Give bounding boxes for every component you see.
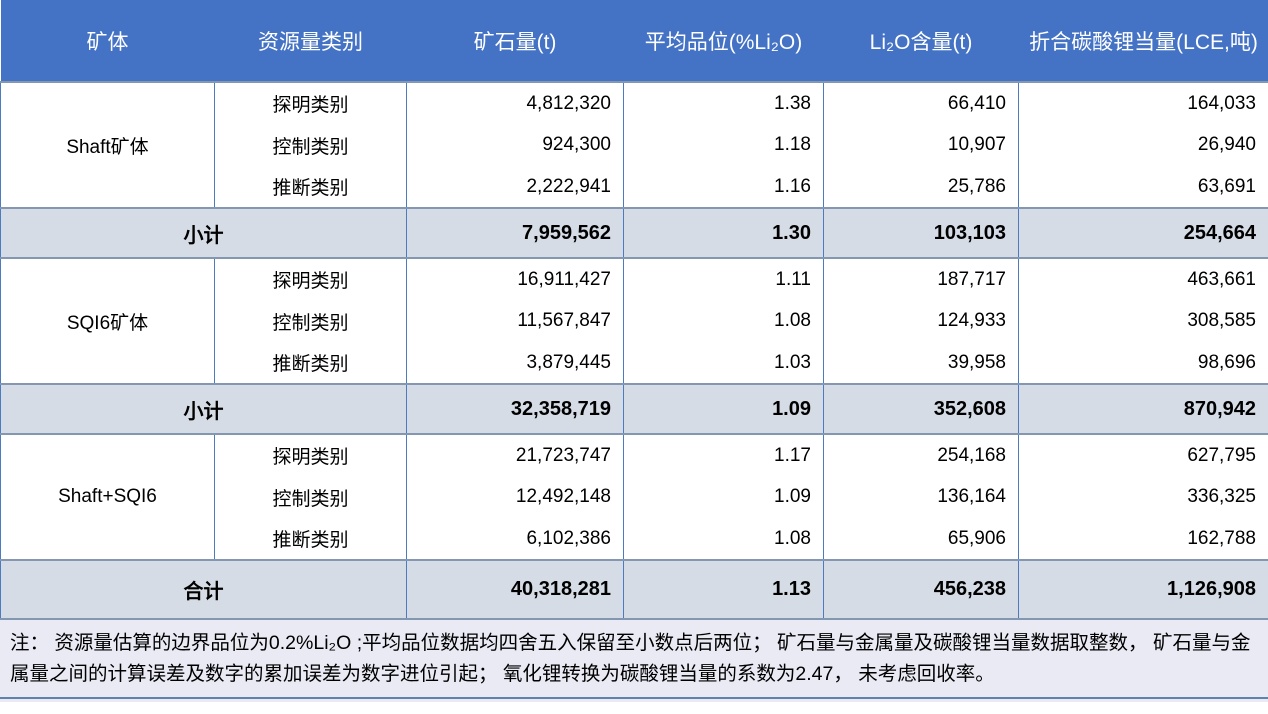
ore-tonnage-cell: 2,222,941 bbox=[406, 166, 624, 208]
li2o-cell: 124,933 bbox=[823, 300, 1019, 342]
li2o-cell: 65,906 bbox=[823, 518, 1019, 560]
category-cell: 探明类别 bbox=[214, 258, 407, 300]
lce-cell: 26,940 bbox=[1018, 124, 1268, 166]
table-row-combined-measured: Shaft+SQI6 探明类别 21,723,747 1.17 254,168 … bbox=[0, 434, 1268, 560]
ore-tonnage-cell: 21,723,747 bbox=[406, 434, 624, 476]
orebody-name-cell: Shaft矿体 bbox=[0, 82, 215, 208]
lce-cell: 254,664 bbox=[1018, 207, 1268, 259]
category-cell: 推断类别 bbox=[214, 518, 407, 560]
lce-cell: 336,325 bbox=[1018, 476, 1268, 518]
ore-tonnage-cell: 12,492,148 bbox=[406, 476, 624, 518]
subtotal-row-sqi6: 小计 32,358,719 1.09 352,608 870,942 bbox=[0, 383, 1268, 435]
category-cell: 控制类别 bbox=[214, 124, 407, 166]
li2o-cell: 39,958 bbox=[823, 342, 1019, 384]
grade-cell: 1.16 bbox=[623, 166, 824, 208]
grade-cell: 1.09 bbox=[623, 383, 824, 435]
column-header-orebody: 矿体 bbox=[0, 0, 215, 83]
footnote: 注： 资源量估算的边界品位为0.2%Li₂O ;平均品位数据均四舍五入保留至小数… bbox=[0, 620, 1268, 699]
li2o-cell: 136,164 bbox=[823, 476, 1019, 518]
ore-tonnage-cell: 7,959,562 bbox=[406, 207, 624, 259]
grade-cell: 1.09 bbox=[623, 476, 824, 518]
table-row-combined-indicated: 控制类别 12,492,148 1.09 136,164 336,325 bbox=[1, 476, 1268, 518]
li2o-cell: 352,608 bbox=[823, 383, 1019, 435]
table-row-sqi6-indicated: 控制类别 11,567,847 1.08 124,933 308,585 bbox=[1, 300, 1268, 342]
category-cell: 探明类别 bbox=[214, 82, 407, 124]
subtotal-label: 小计 bbox=[0, 383, 407, 435]
li2o-cell: 66,410 bbox=[823, 82, 1019, 124]
category-cell: 控制类别 bbox=[214, 300, 407, 342]
category-cell: 探明类别 bbox=[214, 434, 407, 476]
column-header-average-grade: 平均品位(%Li₂O) bbox=[623, 0, 824, 83]
subtotal-row-shaft: 小计 7,959,562 1.30 103,103 254,664 bbox=[0, 207, 1268, 259]
orebody-name-cell: SQI6矿体 bbox=[0, 258, 215, 384]
orebody-name-cell: Shaft+SQI6 bbox=[0, 434, 215, 560]
li2o-cell: 25,786 bbox=[823, 166, 1019, 208]
total-label: 合计 bbox=[0, 559, 407, 620]
table-row-shaft-indicated: 控制类别 924,300 1.18 10,907 26,940 bbox=[1, 124, 1268, 166]
table-row-shaft-inferred: 推断类别 2,222,941 1.16 25,786 63,691 bbox=[1, 166, 1268, 208]
li2o-cell: 254,168 bbox=[823, 434, 1019, 476]
lce-cell: 627,795 bbox=[1018, 434, 1268, 476]
ore-tonnage-cell: 3,879,445 bbox=[406, 342, 624, 384]
category-cell: 推断类别 bbox=[214, 166, 407, 208]
subtotal-label: 小计 bbox=[0, 207, 407, 259]
li2o-cell: 187,717 bbox=[823, 258, 1019, 300]
resource-table: 矿体 资源量类别 矿石量(t) 平均品位(%Li₂O) Li₂O含量(t) 折合… bbox=[0, 0, 1268, 620]
column-header-category: 资源量类别 bbox=[214, 0, 407, 83]
ore-tonnage-cell: 40,318,281 bbox=[406, 559, 624, 620]
category-cell: 推断类别 bbox=[214, 342, 407, 384]
table-row-sqi6-inferred: 推断类别 3,879,445 1.03 39,958 98,696 bbox=[1, 342, 1268, 384]
ore-tonnage-cell: 11,567,847 bbox=[406, 300, 624, 342]
table-row-shaft-measured: Shaft矿体 探明类别 4,812,320 1.38 66,410 164,0… bbox=[0, 82, 1268, 208]
total-row: 合计 40,318,281 1.13 456,238 1,126,908 bbox=[0, 559, 1268, 620]
column-header-lce: 折合碳酸锂当量(LCE,吨) bbox=[1018, 0, 1268, 83]
lce-cell: 63,691 bbox=[1018, 166, 1268, 208]
ore-tonnage-cell: 32,358,719 bbox=[406, 383, 624, 435]
table-row-sqi6-measured: SQI6矿体 探明类别 16,911,427 1.11 187,717 463,… bbox=[0, 258, 1268, 384]
lce-cell: 463,661 bbox=[1018, 258, 1268, 300]
ore-tonnage-cell: 924,300 bbox=[406, 124, 624, 166]
grade-cell: 1.30 bbox=[623, 207, 824, 259]
ore-tonnage-cell: 16,911,427 bbox=[406, 258, 624, 300]
column-header-li2o-content: Li₂O含量(t) bbox=[823, 0, 1019, 83]
grade-cell: 1.11 bbox=[623, 258, 824, 300]
grade-cell: 1.13 bbox=[623, 559, 824, 620]
lce-cell: 98,696 bbox=[1018, 342, 1268, 384]
grade-cell: 1.03 bbox=[623, 342, 824, 384]
li2o-cell: 456,238 bbox=[823, 559, 1019, 620]
category-cell: 控制类别 bbox=[214, 476, 407, 518]
ore-tonnage-cell: 4,812,320 bbox=[406, 82, 624, 124]
li2o-cell: 10,907 bbox=[823, 124, 1019, 166]
grade-cell: 1.08 bbox=[623, 300, 824, 342]
li2o-cell: 103,103 bbox=[823, 207, 1019, 259]
table-row-combined-inferred: 推断类别 6,102,386 1.08 65,906 162,788 bbox=[1, 518, 1268, 560]
grade-cell: 1.18 bbox=[623, 124, 824, 166]
header-row: 矿体 资源量类别 矿石量(t) 平均品位(%Li₂O) Li₂O含量(t) 折合… bbox=[0, 0, 1268, 83]
grade-cell: 1.17 bbox=[623, 434, 824, 476]
lce-cell: 162,788 bbox=[1018, 518, 1268, 560]
bottom-edge-strip bbox=[0, 699, 1268, 702]
lce-cell: 1,126,908 bbox=[1018, 559, 1268, 620]
lce-cell: 164,033 bbox=[1018, 82, 1268, 124]
grade-cell: 1.38 bbox=[623, 82, 824, 124]
lce-cell: 870,942 bbox=[1018, 383, 1268, 435]
lce-cell: 308,585 bbox=[1018, 300, 1268, 342]
column-header-ore-tonnage: 矿石量(t) bbox=[406, 0, 624, 83]
ore-tonnage-cell: 6,102,386 bbox=[406, 518, 624, 560]
grade-cell: 1.08 bbox=[623, 518, 824, 560]
